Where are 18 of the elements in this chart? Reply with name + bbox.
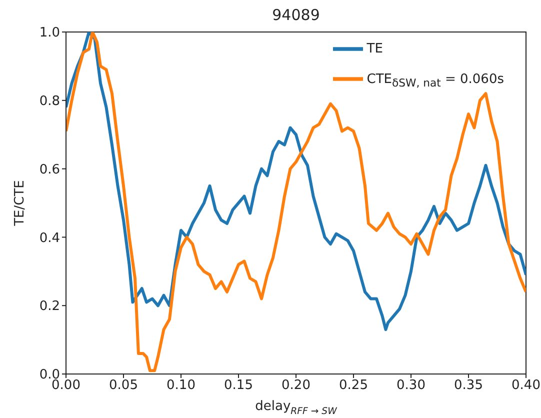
x-tick-label: 0.25 (339, 378, 368, 394)
x-axis-title: delay$_{RFF → SW}$ (255, 399, 338, 417)
x-tick-label: 0.15 (224, 378, 253, 394)
y-tick-label: 0.8 (39, 94, 60, 110)
x-tick-label: 0.10 (166, 378, 196, 394)
x-tick-label: 0.35 (454, 378, 483, 394)
x-tick-label: 0.20 (282, 378, 310, 394)
y-tick-label: 1.0 (39, 26, 60, 41)
chart-title: 94089 (272, 6, 320, 24)
legend-label: TE (366, 42, 383, 57)
x-tick-label: 0.40 (512, 378, 540, 394)
y-tick-label: 0.4 (39, 230, 60, 246)
legend-label: CTE$_{δSW, nat}$ = 0.060s (366, 72, 504, 90)
y-axis-title: TE/CTE (12, 180, 28, 227)
x-tick-label: 0.05 (109, 378, 138, 394)
y-tick-label: 0.6 (39, 162, 60, 178)
y-tick-label: 0.2 (39, 299, 60, 314)
x-tick-label: 0.30 (396, 378, 426, 394)
